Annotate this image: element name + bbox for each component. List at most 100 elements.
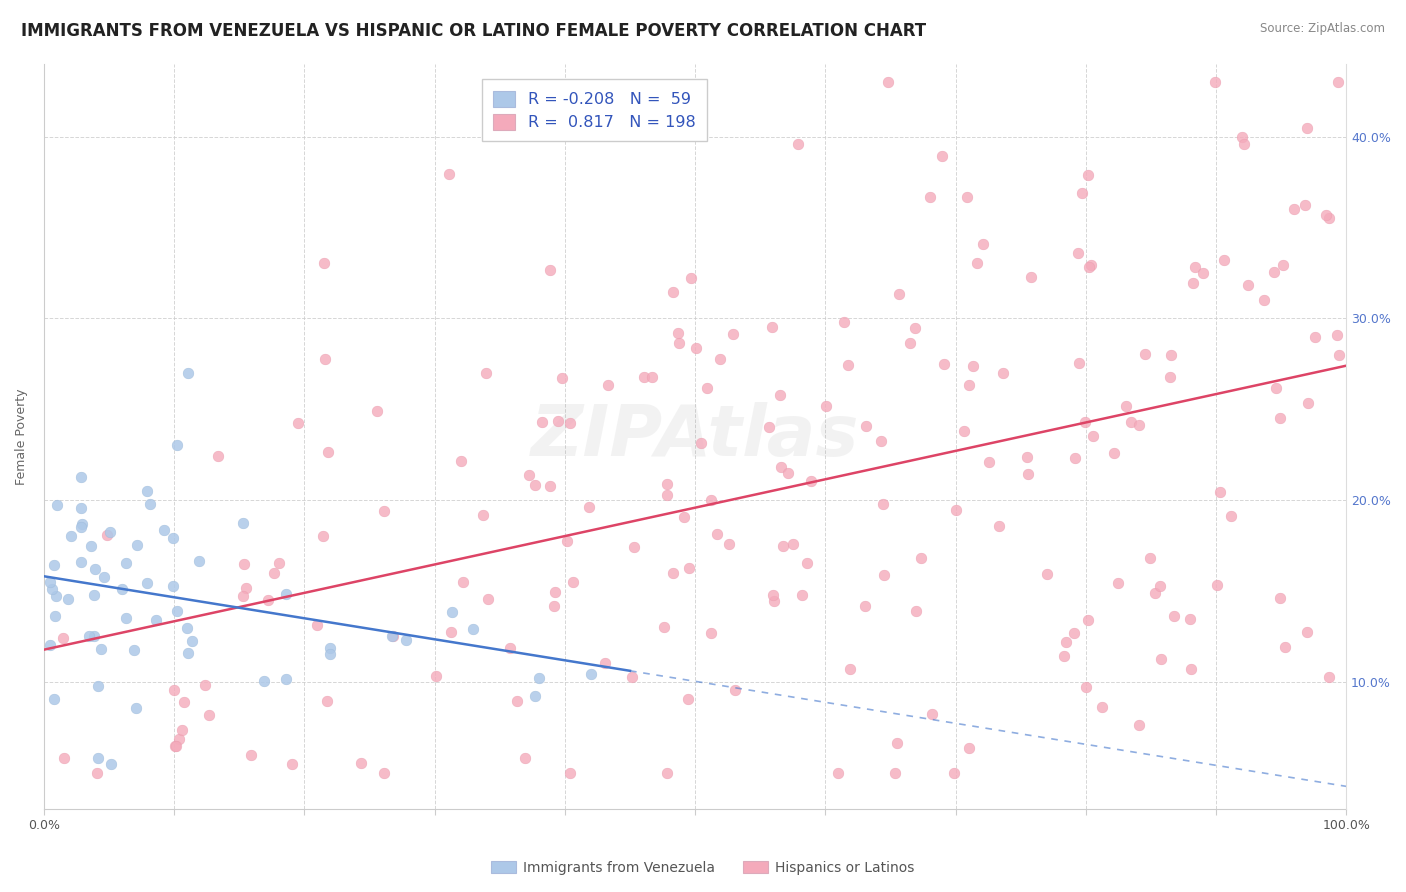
Point: [1076, 168, 1098, 182]
Point: [993, 366, 1015, 380]
Point: [718, 537, 741, 551]
Point: [1017, 467, 1039, 482]
Point: [72, 517, 94, 532]
Point: [790, 588, 813, 602]
Point: [706, 527, 728, 541]
Point: [472, 508, 495, 523]
Point: [513, 751, 536, 765]
Point: [281, 756, 304, 771]
Point: [100, 756, 122, 771]
Point: [312, 256, 335, 270]
Point: [1054, 634, 1077, 648]
Point: [1319, 211, 1341, 226]
Point: [1265, 381, 1288, 395]
Point: [900, 336, 922, 351]
Point: [1074, 680, 1097, 694]
Point: [762, 594, 785, 608]
Point: [111, 582, 134, 596]
Point: [318, 445, 340, 459]
Point: [1296, 120, 1319, 135]
Text: IMMIGRANTS FROM VENEZUELA VS HISPANIC OR LATINO FEMALE POVERTY CORRELATION CHART: IMMIGRANTS FROM VENEZUELA VS HISPANIC OR…: [21, 22, 927, 40]
Point: [633, 370, 655, 384]
Point: [366, 403, 388, 417]
Point: [499, 640, 522, 655]
Point: [1237, 277, 1260, 292]
Point: [1067, 245, 1090, 260]
Point: [1274, 640, 1296, 654]
Point: [962, 359, 984, 374]
Point: [657, 765, 679, 780]
Point: [287, 417, 309, 431]
Point: [1090, 700, 1112, 714]
Point: [80, 539, 103, 553]
Point: [235, 581, 257, 595]
Point: [672, 510, 695, 524]
Text: Source: ZipAtlas.com: Source: ZipAtlas.com: [1260, 22, 1385, 36]
Point: [166, 437, 188, 451]
Point: [931, 149, 953, 163]
Point: [1192, 266, 1215, 280]
Point: [1160, 348, 1182, 362]
Point: [1077, 613, 1099, 627]
Point: [70, 520, 93, 534]
Point: [1069, 356, 1091, 370]
Point: [207, 449, 229, 463]
Point: [1150, 652, 1173, 666]
Point: [125, 701, 148, 715]
Point: [145, 613, 167, 627]
Point: [1182, 276, 1205, 290]
Point: [932, 357, 955, 371]
Point: [772, 540, 794, 554]
Point: [96, 528, 118, 542]
Point: [838, 661, 860, 675]
Point: [181, 633, 204, 648]
Point: [127, 538, 149, 552]
Point: [177, 647, 200, 661]
Point: [527, 671, 550, 685]
Point: [776, 467, 799, 481]
Point: [42, 558, 65, 572]
Point: [1296, 396, 1319, 410]
Point: [86, 765, 108, 780]
Point: [1268, 591, 1291, 605]
Point: [977, 455, 1000, 469]
Point: [440, 605, 463, 619]
Point: [1253, 293, 1275, 307]
Point: [876, 75, 898, 89]
Point: [837, 359, 859, 373]
Point: [276, 587, 298, 601]
Point: [263, 566, 285, 580]
Point: [232, 589, 254, 603]
Point: [1271, 258, 1294, 272]
Point: [889, 287, 911, 301]
Point: [530, 415, 553, 429]
Point: [957, 741, 980, 756]
Point: [197, 707, 219, 722]
Point: [652, 620, 675, 634]
Point: [240, 747, 263, 762]
Point: [380, 630, 402, 644]
Point: [395, 632, 418, 647]
Point: [543, 599, 565, 614]
Point: [115, 611, 138, 625]
Point: [1133, 347, 1156, 361]
Point: [39, 574, 62, 589]
Point: [762, 588, 785, 602]
Point: [194, 678, 217, 692]
Point: [316, 694, 339, 708]
Point: [787, 137, 810, 152]
Point: [1128, 417, 1150, 432]
Point: [598, 378, 620, 392]
Point: [815, 400, 838, 414]
Point: [972, 236, 994, 251]
Point: [138, 497, 160, 511]
Point: [1327, 348, 1350, 362]
Point: [477, 591, 499, 606]
Point: [305, 618, 328, 632]
Point: [1206, 578, 1229, 592]
Point: [52, 631, 75, 645]
Point: [827, 765, 849, 780]
Point: [761, 320, 783, 334]
Point: [1326, 75, 1348, 89]
Point: [44, 609, 66, 624]
